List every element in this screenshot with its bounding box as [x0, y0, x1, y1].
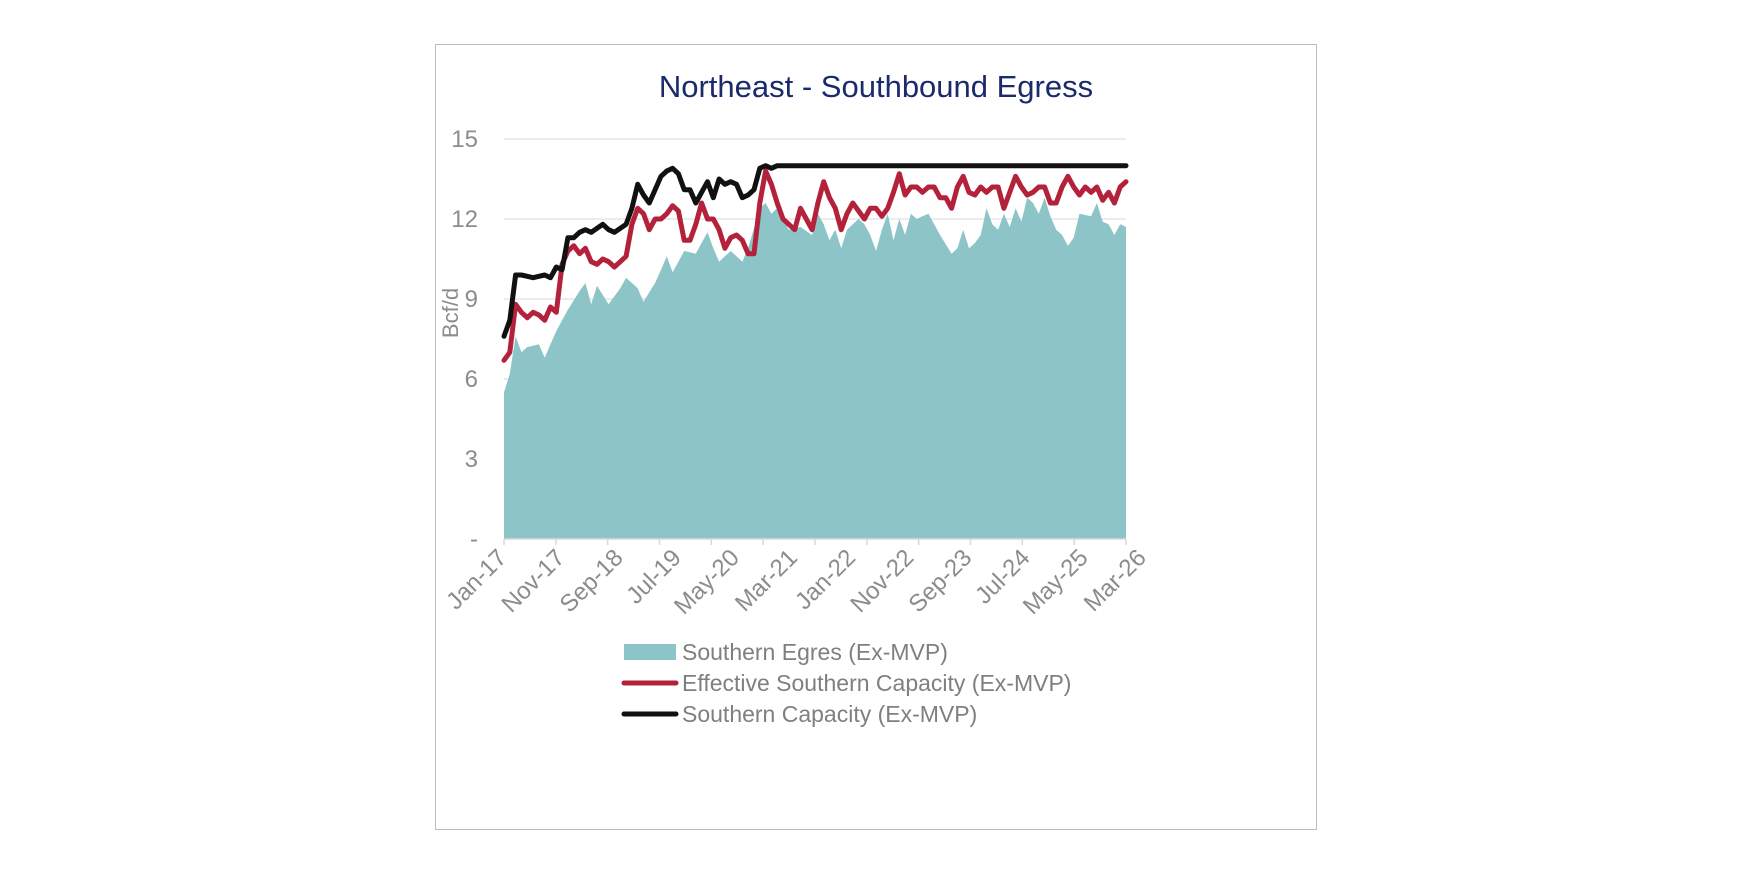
- legend-label: Southern Capacity (Ex-MVP): [682, 701, 977, 727]
- chart-title: Northeast - Southbound Egress: [658, 69, 1094, 104]
- x-tick-label: May-25: [1018, 544, 1094, 620]
- legend-swatch: [624, 644, 676, 660]
- y-tick-label: 15: [451, 126, 478, 153]
- y-axis: - 3 6 9 12 15: [451, 126, 478, 553]
- y-tick-label: 12: [451, 206, 478, 233]
- series-line-southern-capacity: [501, 163, 1129, 339]
- legend-label: Southern Egres (Ex-MVP): [682, 639, 948, 665]
- series-line-effective-southern-capacity: [501, 168, 1129, 363]
- series-area-southern-egres: [504, 197, 1126, 539]
- x-axis: Jan-17Nov-17Sep-18Jul-19May-20Mar-21Jan-…: [441, 538, 1152, 620]
- x-tick-label: Nov-17: [497, 544, 571, 618]
- area-layer: [504, 197, 1126, 539]
- x-tick-label: Mar-21: [730, 544, 803, 617]
- x-tick-label: May-20: [669, 544, 745, 620]
- x-tick-label: Mar-26: [1079, 544, 1152, 617]
- legend-label: Effective Southern Capacity (Ex-MVP): [682, 670, 1071, 696]
- chart-canvas: Jan-17Nov-17Sep-18Jul-19May-20Mar-21Jan-…: [438, 126, 1152, 727]
- x-tick-label: Nov-22: [845, 544, 919, 618]
- y-tick-label: 6: [465, 366, 478, 393]
- legend: Southern Egres (Ex-MVP) Effective Souther…: [621, 639, 1071, 727]
- y-axis-title: Bcf/d: [438, 288, 463, 338]
- line-layer: [501, 163, 1129, 363]
- x-tick-label: Sep-23: [903, 544, 977, 618]
- chart-frame: Northeast - Southbound Egress Jan-17 Nov-…: [435, 44, 1317, 830]
- y-tick-label: -: [470, 526, 478, 553]
- x-tick-label: Sep-18: [555, 544, 629, 618]
- y-tick-label: 3: [465, 446, 478, 473]
- y-tick-label: 9: [465, 286, 478, 313]
